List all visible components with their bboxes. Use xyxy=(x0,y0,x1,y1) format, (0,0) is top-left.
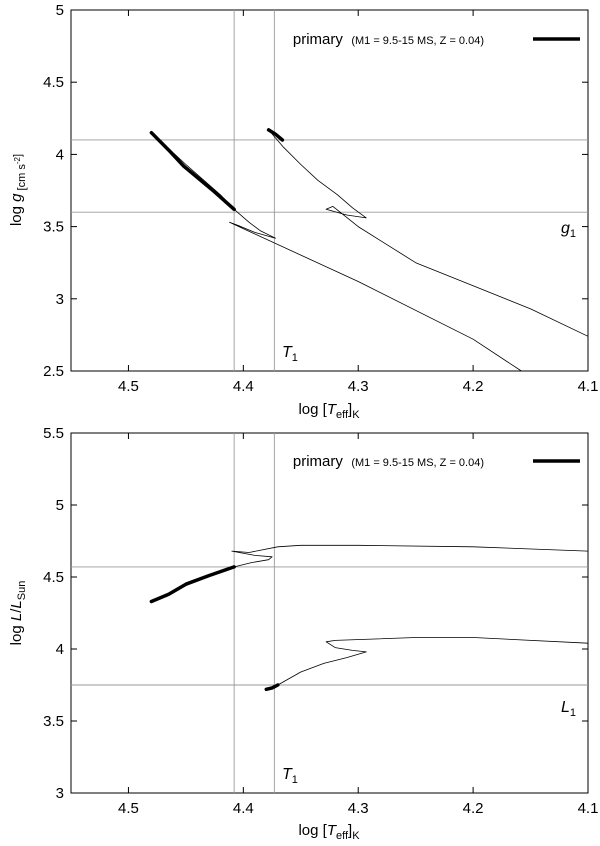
bottom-series-primary-thick-2 xyxy=(149,565,236,604)
bottom-y-tick-label: 4 xyxy=(56,641,64,658)
bottom-axis-ticks: 4.5 4.4 4.3 4.2 4.1 3 3.5 4 4.5 5 5.5 xyxy=(43,425,598,817)
top-legend-label: primary xyxy=(293,31,344,48)
bottom-plot-frame xyxy=(70,432,589,794)
top-y-tick-label: 2.5 xyxy=(43,363,64,380)
bottom-legend-detail: (M1 = 9.5-15 MS, Z = 0.04) xyxy=(351,457,484,469)
top-x-axis-title: log [Teff]K xyxy=(298,401,360,421)
bottom-legend: primary (M1 = 9.5-15 MS, Z = 0.04) xyxy=(293,453,484,470)
bottom-y-tick-label: 3.5 xyxy=(43,713,64,730)
top-series xyxy=(149,128,589,372)
top-x-tick-label: 4.2 xyxy=(463,378,484,395)
top-axis-ticks: 4.5 4.4 4.3 4.2 4.1 2.5 3 3.5 4 4.5 5 xyxy=(43,2,598,395)
bottom-y-tick-label: 4.5 xyxy=(43,569,64,586)
bottom-series xyxy=(149,544,589,692)
top-x-tick-label: 4.4 xyxy=(233,378,254,395)
top-annotation-g1: g1 xyxy=(561,220,576,240)
top-series-track-thin-3 xyxy=(268,129,589,337)
top-y-tick-label: 3.5 xyxy=(43,219,64,236)
bottom-reference-lines xyxy=(71,433,588,793)
bottom-x-tick-label: 4.2 xyxy=(463,800,484,817)
bottom-x-tick-label: 4.5 xyxy=(118,800,139,817)
top-annotation-T1: T1 xyxy=(282,344,298,364)
bottom-x-tick-label: 4.3 xyxy=(348,800,369,817)
top-series-primary-thick-2 xyxy=(149,130,236,212)
bottom-x-tick-label: 4.1 xyxy=(578,800,599,817)
top-y-axis-title: log g [cm s-2] xyxy=(8,154,28,226)
top-x-tick-label: 4.5 xyxy=(118,378,139,395)
panel-bottom-log-L: 4.5 4.4 4.3 4.2 4.1 3 3.5 4 4.5 5 5.5 primary (M1 … xyxy=(8,425,598,842)
top-plot-frame xyxy=(70,9,589,372)
bottom-y-tick-label: 3 xyxy=(56,785,64,802)
bottom-x-axis-title: log [Teff]K xyxy=(298,822,360,842)
bottom-annotation-L1: L1 xyxy=(561,699,576,719)
bottom-legend-label: primary xyxy=(293,453,344,470)
bottom-y-tick-label: 5.5 xyxy=(43,425,64,442)
top-x-tick-label: 4.3 xyxy=(348,378,369,395)
bottom-y-tick-label: 5 xyxy=(56,497,64,514)
panel-top-log-g: 4.5 4.4 4.3 4.2 4.1 2.5 3 3.5 4 4.5 5 primary (M1 … xyxy=(8,2,598,421)
top-x-tick-label: 4.1 xyxy=(578,378,599,395)
bottom-x-tick-label: 4.4 xyxy=(233,800,254,817)
top-y-tick-label: 4.5 xyxy=(43,74,64,91)
bottom-annotation-T1: T1 xyxy=(282,766,298,786)
top-reference-lines xyxy=(71,10,588,371)
top-y-tick-label: 3 xyxy=(56,291,64,308)
top-series-track-thin-1 xyxy=(150,132,522,372)
top-legend: primary (M1 = 9.5-15 MS, Z = 0.04) xyxy=(293,31,484,48)
bottom-y-axis-title: log L/LSun xyxy=(8,581,28,646)
bottom-series-track-thin-3 xyxy=(265,637,589,690)
top-series-primary-thick-4 xyxy=(266,128,285,142)
top-y-tick-label: 5 xyxy=(56,2,64,19)
bottom-series-primary-thick-4 xyxy=(264,683,280,692)
top-legend-detail: (M1 = 9.5-15 MS, Z = 0.04) xyxy=(351,35,484,47)
top-y-tick-label: 4 xyxy=(56,146,64,163)
